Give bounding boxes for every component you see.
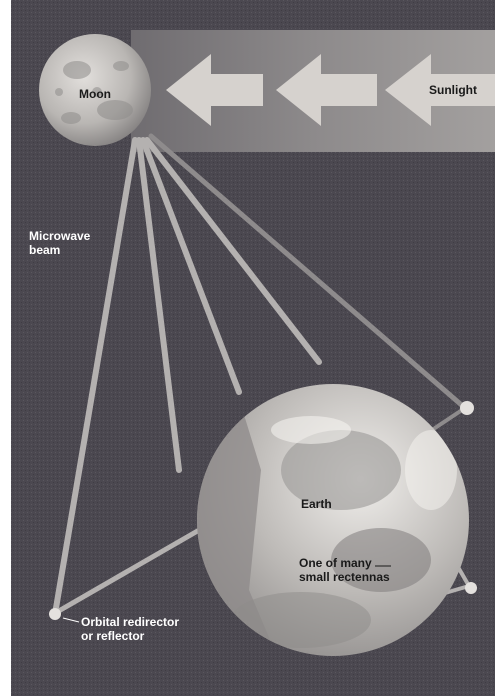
redirector-label-line1: Orbital redirector <box>81 615 179 629</box>
moon-power-diagram: Moon Sunlight Microwave beam Earth One o… <box>11 0 495 696</box>
redirector-leader-line <box>62 617 80 623</box>
beam-to-earth-left <box>136 137 182 473</box>
far-orbital-reflector <box>460 401 474 415</box>
beam-far-reflector-to-earth <box>427 406 467 434</box>
beam-to-earth-center <box>140 137 242 395</box>
rectenna-label-line1: One of many <box>299 556 372 570</box>
redirector-label-line2: or reflector <box>81 629 145 643</box>
sunlight-arrows <box>166 54 495 126</box>
microwave-beam-label-line1: Microwave <box>29 229 91 243</box>
moon <box>39 34 151 146</box>
beam-to-earth-right <box>144 137 322 365</box>
microwave-beam-label-line2: beam <box>29 243 60 257</box>
orbital-redirector <box>49 608 61 620</box>
beam-to-far-reflector <box>148 133 468 411</box>
small-rectenna <box>465 582 477 594</box>
sunlight-label: Sunlight <box>429 83 477 97</box>
arrow-right <box>385 54 495 126</box>
beam-to-redirector <box>52 137 138 617</box>
earth-label: Earth <box>301 497 332 511</box>
moon-label: Moon <box>79 87 111 101</box>
arrow-left <box>166 54 263 126</box>
arrow-middle <box>276 54 377 126</box>
rectenna-label-line2: small rectennas <box>299 570 390 584</box>
